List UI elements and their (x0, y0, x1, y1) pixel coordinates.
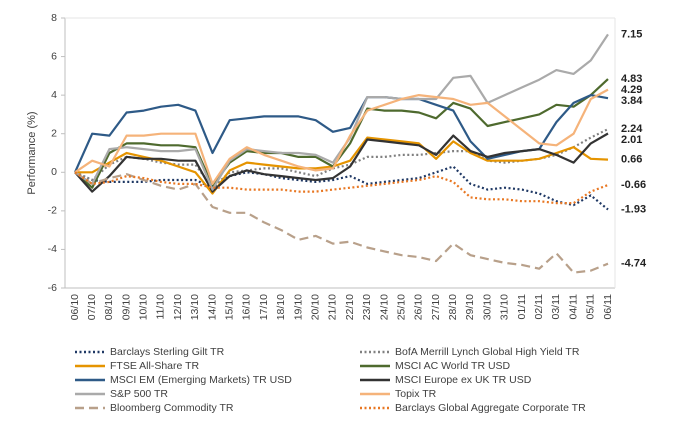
series-line (74, 88, 609, 185)
x-tick-label: 27/10 (430, 294, 442, 320)
x-tick-label: 06/10 (69, 294, 81, 320)
x-tick-label: 17/10 (258, 294, 270, 320)
legend-label: MSCI EM (Emerging Markets) TR USD (110, 374, 292, 386)
x-tick-label: 06/11 (602, 294, 614, 320)
x-tick-label: 19/10 (292, 294, 304, 320)
x-tick-label: 09/10 (120, 294, 132, 320)
x-tick-label: 26/10 (413, 294, 425, 320)
y-tick-label: 0 (51, 166, 57, 178)
y-axis-label: Performance (%) (26, 111, 38, 194)
end-value-label: 7.15 (621, 28, 642, 40)
x-tick-label: 08/10 (103, 294, 115, 320)
x-tick-label: 21/10 (327, 294, 339, 320)
x-tick-label: 15/10 (224, 294, 236, 320)
x-tick-label: 07/10 (86, 294, 98, 320)
x-tick-label: 10/10 (138, 294, 150, 320)
x-tick-label: 29/10 (464, 294, 476, 320)
end-value-label: 2.01 (621, 134, 642, 146)
x-tick-label: 12/10 (172, 294, 184, 320)
x-tick-label: 11/10 (155, 294, 167, 320)
y-tick-label: 4 (51, 89, 57, 101)
x-tick-label: 18/10 (275, 294, 287, 320)
x-tick-label: 03/11 (550, 294, 562, 320)
series-line (74, 171, 609, 274)
x-tick-label: 02/11 (533, 294, 545, 320)
end-value-label: -1.93 (621, 203, 646, 215)
legend-label: Topix TR (395, 388, 437, 400)
x-tick-label: 25/10 (395, 294, 407, 320)
end-value-label: 2.24 (621, 123, 643, 135)
x-tick-label: 04/11 (567, 294, 579, 320)
x-tick-label: 24/10 (378, 294, 390, 320)
series-line (74, 171, 609, 205)
x-tick-label: 31/10 (499, 294, 511, 320)
legend-label: Barclays Global Aggregate Corporate TR (395, 402, 586, 414)
x-tick-label: 23/10 (361, 294, 373, 320)
legend-label: FTSE All-Share TR (110, 360, 199, 372)
x-tick-label: 05/11 (585, 294, 597, 320)
y-tick-label: -4 (48, 243, 57, 255)
x-tick-label: 14/10 (206, 294, 218, 320)
x-tick-label: 28/10 (447, 294, 459, 320)
end-value-label: -4.74 (621, 258, 647, 270)
end-value-label: -0.66 (621, 179, 646, 191)
y-tick-label: 2 (51, 127, 57, 139)
legend-label: Barclays Sterling Gilt TR (110, 346, 225, 358)
y-tick-label: -6 (48, 282, 57, 294)
x-tick-label: 20/10 (309, 294, 321, 320)
legend-label: BofA Merrill Lynch Global High Yield TR (395, 346, 580, 358)
legend-label: MSCI Europe ex UK TR USD (395, 374, 532, 386)
end-value-label: 4.29 (621, 84, 642, 96)
series-line (74, 165, 609, 211)
x-tick-label: 13/10 (189, 294, 201, 320)
x-tick-label: 01/11 (516, 294, 528, 320)
y-tick-label: 6 (51, 50, 57, 62)
legend-label: Bloomberg Commodity TR (110, 402, 234, 414)
legend-label: MSCI AC World TR USD (395, 360, 511, 372)
y-tick-label: 8 (51, 12, 57, 24)
x-tick-label: 22/10 (344, 294, 356, 320)
y-tick-label: -2 (48, 205, 57, 217)
series-line (75, 136, 609, 195)
end-value-label: 3.84 (621, 95, 643, 107)
end-value-label: 4.83 (621, 73, 642, 85)
x-tick-label: 30/10 (481, 294, 493, 320)
x-tick-label: 16/10 (241, 294, 253, 320)
legend-label: S&P 500 TR (110, 388, 168, 400)
series-line (74, 33, 609, 191)
end-value-label: 0.66 (621, 153, 642, 165)
series-line (74, 78, 609, 189)
series-line (74, 132, 609, 193)
